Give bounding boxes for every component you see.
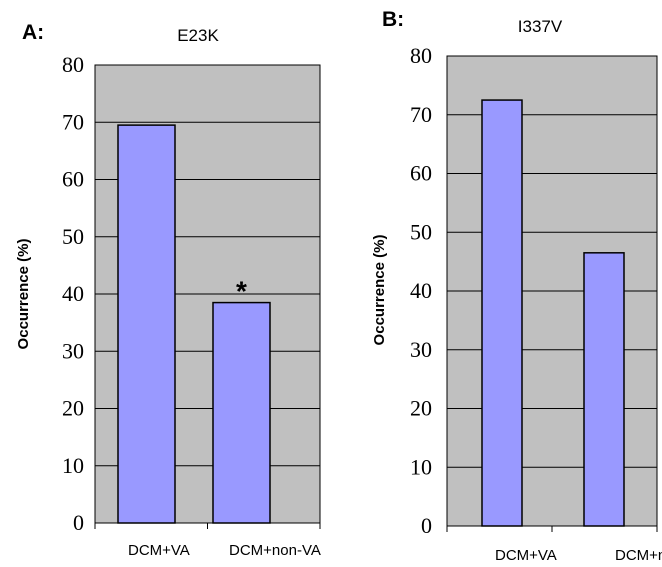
panel-a-xtick-label: DCM+VA bbox=[128, 542, 190, 559]
panel-b-xtick-label: DCM+VA bbox=[495, 547, 557, 564]
panel-a-ytick-label: 20 bbox=[62, 396, 84, 421]
panel-b-ytick-label: 70 bbox=[410, 102, 432, 127]
panel-a-ytick-label: 10 bbox=[62, 453, 84, 478]
panel-a-bar-dcm-non-va bbox=[212, 301, 271, 524]
panel-b-xtick-label: DCM+non-VA bbox=[615, 547, 662, 564]
panel-a-ytick-label: 40 bbox=[62, 281, 84, 306]
panel-b-ytick-label: 10 bbox=[410, 454, 432, 479]
panel-b-ytick-label: 0 bbox=[421, 513, 432, 538]
panel-a-ytick-label: 30 bbox=[62, 338, 84, 363]
panel-b-ytick-label: 20 bbox=[410, 396, 432, 421]
panel-a-letter: A: bbox=[22, 21, 44, 44]
panel-b-ylabel: Occurrence (%) bbox=[371, 235, 388, 346]
panel-a-bar-dcm-va bbox=[117, 124, 176, 524]
panel-b-ytick-label: 50 bbox=[410, 219, 432, 244]
panel-a-xtick-label: DCM+non-VA bbox=[229, 542, 321, 559]
panel-a: 0 10 20 30 40 50 60 70 80 * DCM+VA DCM+non-VA A: E23K… bbox=[15, 21, 321, 559]
panel-b-ytick-label: 60 bbox=[410, 161, 432, 186]
panel-a-ytick-label: 60 bbox=[62, 167, 84, 192]
panel-b-ytick-label: 30 bbox=[410, 337, 432, 362]
panel-a-ytick-label: 70 bbox=[62, 109, 84, 134]
panel-a-significance-marker: * bbox=[236, 276, 247, 307]
panel-b-bar-dcm-non-va bbox=[583, 252, 625, 527]
panel-b-bar-dcm-va bbox=[481, 99, 523, 527]
panel-b: 0 10 20 30 40 50 60 70 80 DCM+VA DCM+non-VA B: I337V… bbox=[371, 8, 662, 564]
panel-b-title: I337V bbox=[518, 17, 563, 36]
panel-b-ytick-label: 80 bbox=[410, 43, 432, 68]
panel-a-ytick-label: 0 bbox=[73, 510, 84, 535]
panel-b-ytick-label: 40 bbox=[410, 278, 432, 303]
panel-a-title: E23K bbox=[177, 26, 219, 45]
panel-a-ytick-label: 50 bbox=[62, 224, 84, 249]
panel-b-letter: B: bbox=[382, 8, 404, 31]
panel-a-ytick-label: 80 bbox=[62, 52, 84, 77]
panel-a-ylabel: Occurrence (%) bbox=[15, 239, 32, 350]
